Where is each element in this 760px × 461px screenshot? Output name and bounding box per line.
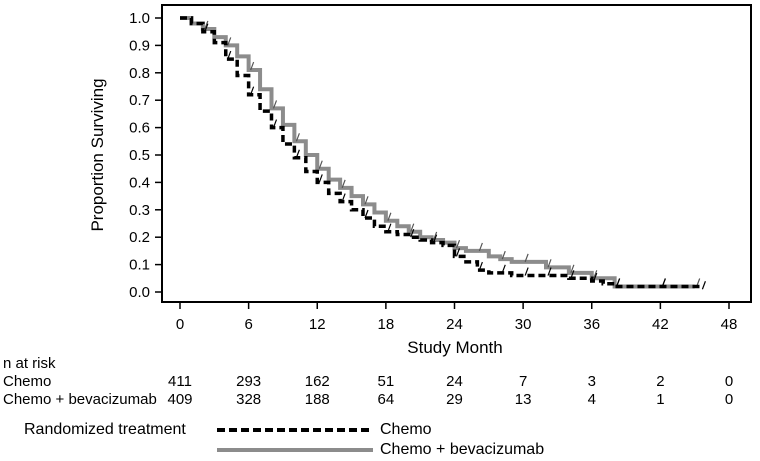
n-at-risk-value: 0: [724, 391, 734, 408]
censor-mark: [341, 179, 346, 189]
n-at-risk-value: 7: [518, 373, 528, 390]
n-at-risk-value: 2: [656, 373, 665, 390]
y-tick-label: 0.5: [129, 147, 150, 164]
n-at-risk-value: 29: [446, 391, 463, 408]
y-axis-title: Proportion Surviving: [88, 78, 107, 231]
n-at-risk-value: 64: [377, 391, 395, 408]
censor-mark: [501, 250, 506, 260]
n-at-risk-value: 328: [236, 391, 262, 408]
censor-mark: [410, 223, 415, 232]
censor-mark: [410, 228, 415, 238]
n-at-risk-value: 293: [236, 373, 262, 390]
censor-mark: [227, 37, 232, 46]
censor-mark: [364, 196, 369, 205]
n-at-risk-value: 0: [724, 373, 734, 390]
censor-mark: [701, 281, 706, 290]
censor-mark: [272, 119, 278, 128]
censor-mark: [524, 253, 529, 263]
n-at-risk-label-chemo: Chemo: [3, 373, 52, 390]
censor-mark: [433, 234, 438, 243]
censor-mark: [318, 160, 323, 169]
censor-mark: [250, 86, 255, 95]
y-tick-label: 0.4: [129, 174, 150, 191]
censor-mark: [455, 239, 461, 249]
n-at-risk-value: 411: [168, 373, 192, 390]
x-tick-label: 48: [721, 316, 738, 333]
series-line-chemo: [180, 16, 703, 290]
n-at-risk-value: 4: [587, 391, 596, 408]
x-axis-title: Study Month: [407, 338, 502, 357]
y-tick-label: 1.0: [129, 10, 150, 27]
x-tick-label: 0: [176, 316, 184, 333]
n-at-risk-value: 13: [514, 391, 532, 408]
y-tick-label: 0.3: [129, 202, 150, 219]
x-tick-label: 24: [446, 316, 463, 333]
y-tick-label: 0.0: [129, 284, 150, 301]
x-tick-label: 18: [378, 316, 395, 333]
censor-mark: [387, 212, 392, 221]
censor-mark: [593, 270, 598, 279]
legend-title: Randomized treatment: [24, 421, 186, 438]
plot-frame: [161, 4, 752, 303]
y-tick-label: 0.6: [129, 120, 150, 137]
censor-mark: [501, 264, 506, 274]
legend-lines: [217, 428, 373, 452]
censor-mark: [478, 242, 483, 252]
censor-mark: [570, 270, 575, 279]
series-line-chemo-bevacizumab: [180, 16, 695, 289]
censor-mark: [272, 100, 278, 109]
y-tick-label: 0.8: [129, 65, 150, 82]
y-tick-label: 0.2: [129, 229, 150, 246]
x-tick-label: 30: [515, 316, 532, 333]
n-at-risk-value: 409: [167, 391, 193, 408]
y-axis: 0.0 0.1 0.2 0.3 0.4 0.5 0.6 0.7 0.8 0.9 1.0: [129, 10, 162, 301]
y-tick-label: 0.7: [129, 92, 150, 109]
series-layer: [180, 16, 706, 290]
censor-mark: [433, 231, 438, 241]
censor-mark: [547, 259, 552, 268]
censor-mark: [570, 264, 575, 274]
censor-mark: [364, 209, 369, 219]
x-axis: 0 6 12 18 24 30 36 42 48: [176, 302, 738, 333]
n-at-risk-value: 24: [446, 373, 463, 390]
censor-mark: [547, 267, 552, 276]
censor-mark: [341, 193, 346, 202]
n-at-risk-title: n at risk: [3, 355, 56, 372]
censor-mark: [227, 50, 232, 60]
x-tick-label: 6: [244, 316, 252, 333]
censor-mark: [478, 261, 483, 271]
censor-mark: [661, 278, 666, 287]
n-at-risk-value: 162: [304, 373, 330, 390]
legend-label-chemo-bevacizumab: Chemo + bevacizumab: [380, 441, 545, 458]
censor-mark: [295, 133, 300, 142]
censor-mark: [295, 149, 300, 158]
censor-mark: [593, 272, 598, 282]
n-at-risk-value: 51: [377, 373, 395, 390]
x-tick-label: 36: [583, 316, 600, 333]
n-at-risk-value: 3: [587, 373, 596, 390]
n-at-risk-value: 188: [304, 391, 330, 408]
n-at-risk-value: 1: [656, 391, 665, 408]
censor-mark: [455, 248, 461, 257]
x-tick-label: 12: [309, 316, 326, 333]
censor-mark: [524, 267, 529, 276]
censor-mark: [318, 174, 323, 183]
censor-mark: [387, 223, 392, 232]
legend-label-chemo: Chemo: [380, 421, 432, 438]
x-tick-label: 42: [652, 316, 669, 333]
censor-mark: [204, 23, 209, 32]
censor-mark: [616, 278, 621, 287]
y-tick-label: 0.1: [129, 257, 150, 274]
y-tick-label: 0.9: [129, 37, 150, 54]
censor-mark: [250, 61, 255, 71]
censor-mark: [204, 20, 209, 30]
n-at-risk-label-chemo-bevacizumab: Chemo + bevacizumab: [3, 391, 157, 408]
